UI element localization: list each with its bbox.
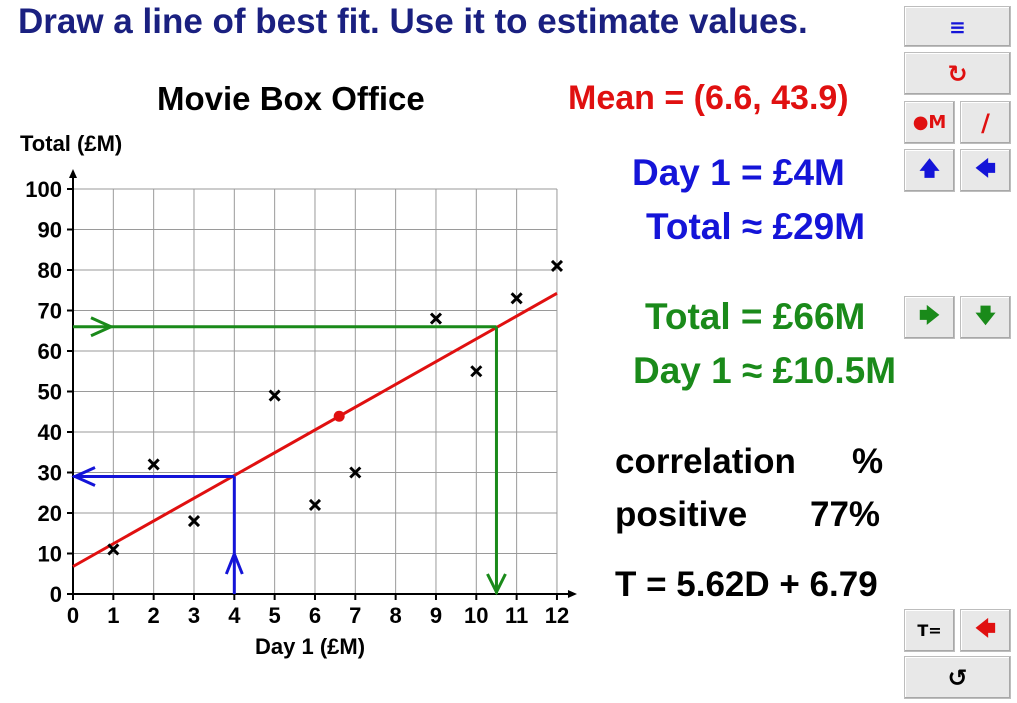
undo-icon: ↺ — [947, 663, 968, 692]
day1-estimate-readout: Day 1 ≈ £10.5M — [633, 350, 897, 391]
arrow-up-icon: 🡅 — [919, 155, 940, 180]
data-point — [470, 365, 483, 378]
estimate-arrows — [71, 316, 507, 596]
y-tick-label: 30 — [38, 461, 62, 486]
best-fit-line — [72, 292, 558, 568]
y-estimate-right-arrowhead — [90, 316, 115, 338]
y-tick-label: 40 — [38, 420, 62, 445]
x-tick-label: 5 — [269, 603, 281, 628]
x-tick-label: 3 — [188, 603, 200, 628]
y-tick-label: 100 — [25, 177, 62, 202]
data-point — [107, 543, 120, 556]
x-tick-label: 1 — [107, 603, 119, 628]
x-tick-label: 10 — [464, 603, 488, 628]
line-icon: / — [981, 108, 990, 137]
x-axis-arrowhead — [567, 590, 577, 598]
x-estimate-left-arrowhead — [71, 466, 96, 487]
refresh-icon: ↻ — [947, 59, 968, 88]
red-left-button[interactable]: 🡄 — [960, 609, 1011, 652]
mean-toggle-button[interactable]: ●M — [904, 101, 955, 144]
arrow-left-icon: 🡄 — [975, 155, 996, 180]
reset-button[interactable]: ↻ — [904, 52, 1011, 95]
menu-button[interactable]: ≡ — [904, 6, 1011, 47]
x-tick-label: 9 — [430, 603, 442, 628]
data-points — [107, 259, 564, 556]
x-estimate-up-arrowhead — [224, 549, 244, 575]
blue-up-button[interactable]: 🡅 — [904, 149, 955, 192]
x-axis-label: Day 1 (£M) — [255, 634, 366, 659]
day1-input-readout: Day 1 = £4M — [632, 152, 845, 193]
y-estimate-down-arrowhead — [486, 573, 507, 596]
x-tick-label: 12 — [545, 603, 569, 628]
correlation-label: correlation — [615, 442, 796, 481]
regression-equation: T = 5.62D + 6.79 — [615, 565, 878, 604]
equation-icon: T= — [917, 621, 942, 640]
mean-point-marker — [333, 410, 345, 422]
arrow-right-icon: 🡆 — [919, 302, 940, 327]
y-tick-label: 80 — [38, 258, 62, 283]
y-tick-label: 70 — [38, 299, 62, 324]
undo-button[interactable]: ↺ — [904, 656, 1011, 699]
x-tick-label: 4 — [228, 603, 241, 628]
y-axis-arrowhead — [69, 169, 77, 178]
best-fit-line-button[interactable]: / — [960, 101, 1011, 144]
total-input-readout: Total = £66M — [645, 296, 866, 337]
data-point — [550, 259, 564, 273]
x-tick-label: 2 — [148, 603, 160, 628]
y-tick-label: 90 — [38, 218, 62, 243]
data-point — [268, 389, 281, 402]
y-tick-label: 50 — [38, 380, 62, 405]
chart-grid — [73, 188, 558, 594]
x-tick-label: 6 — [309, 603, 321, 628]
y-tick-label: 0 — [50, 582, 62, 607]
arrow-left-icon: 🡄 — [975, 615, 996, 640]
mean-point-icon: ●M — [912, 112, 947, 133]
correlation-direction: positive — [615, 495, 748, 534]
menu-icon: ≡ — [949, 14, 966, 39]
data-point — [308, 498, 322, 511]
equation-toggle-button[interactable]: T= — [904, 609, 955, 652]
x-tick-label: 7 — [349, 603, 361, 628]
data-point — [147, 458, 160, 471]
chart-axes — [69, 169, 577, 598]
data-point — [429, 312, 443, 325]
arrow-down-icon: 🡇 — [975, 302, 996, 327]
mean-readout: Mean = (6.6, 43.9) — [568, 79, 849, 117]
correlation-percent-blank: % — [852, 442, 884, 481]
page-title: Draw a line of best fit. Use it to estim… — [18, 2, 808, 41]
data-point — [510, 292, 523, 305]
best-fit-group — [72, 292, 558, 568]
data-point — [187, 515, 201, 528]
total-estimate-readout: Total ≈ £29M — [646, 206, 866, 247]
x-tick-label: 8 — [390, 603, 402, 628]
data-point — [349, 466, 362, 479]
y-tick-label: 10 — [38, 542, 62, 567]
chart-title: Movie Box Office — [157, 80, 425, 117]
y-tick-label: 20 — [38, 501, 62, 526]
y-tick-label: 60 — [38, 339, 62, 364]
green-right-button[interactable]: 🡆 — [904, 296, 955, 339]
blue-left-button[interactable]: 🡄 — [960, 149, 1011, 192]
correlation-value: 77% — [810, 495, 881, 534]
x-tick-label: 11 — [505, 603, 528, 628]
green-down-button[interactable]: 🡇 — [960, 296, 1011, 339]
y-axis-label: Total (£M) — [20, 131, 123, 156]
x-tick-label: 0 — [67, 603, 79, 628]
